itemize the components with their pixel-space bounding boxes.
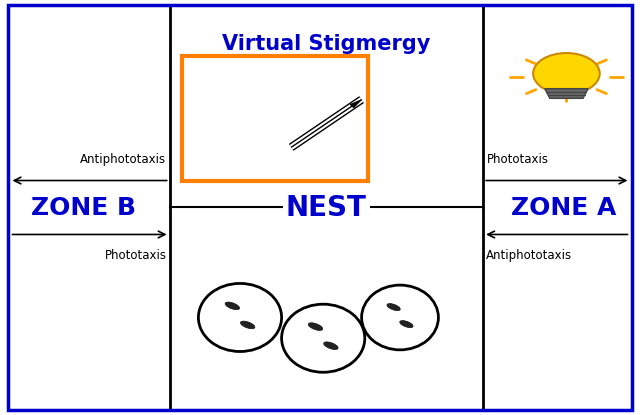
Polygon shape xyxy=(545,89,588,98)
Text: NEST: NEST xyxy=(286,193,367,222)
Ellipse shape xyxy=(308,323,323,330)
Ellipse shape xyxy=(400,321,413,327)
Ellipse shape xyxy=(241,321,255,329)
Ellipse shape xyxy=(198,283,282,352)
Text: Antiphototaxis: Antiphototaxis xyxy=(80,153,166,166)
Ellipse shape xyxy=(387,304,400,310)
Text: Virtual Stigmergy: Virtual Stigmergy xyxy=(222,34,431,54)
Polygon shape xyxy=(350,100,362,108)
Text: Phototaxis: Phototaxis xyxy=(486,153,548,166)
Ellipse shape xyxy=(324,342,338,349)
Text: Phototaxis: Phototaxis xyxy=(104,249,166,262)
Text: ZONE A: ZONE A xyxy=(511,195,616,220)
Ellipse shape xyxy=(533,53,600,94)
Ellipse shape xyxy=(282,304,365,372)
Text: ZONE B: ZONE B xyxy=(31,195,136,220)
Ellipse shape xyxy=(362,285,438,350)
Text: Antiphototaxis: Antiphototaxis xyxy=(486,249,573,262)
Bar xyxy=(182,56,368,181)
Ellipse shape xyxy=(225,302,239,310)
